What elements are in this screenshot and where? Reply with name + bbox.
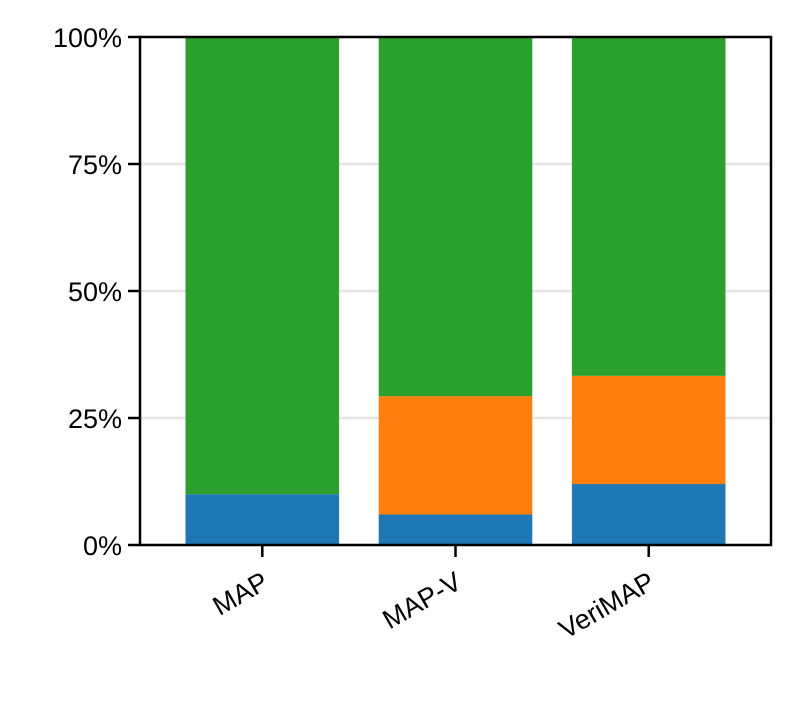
bar-segment — [571, 375, 726, 485]
bar-segment — [571, 484, 726, 545]
y-tick-label: 50% — [68, 277, 122, 307]
y-tick-label: 75% — [68, 150, 122, 180]
bar-segment — [378, 37, 533, 397]
bar-segment — [571, 37, 726, 376]
plot-frame — [138, 35, 773, 547]
y-tick-label: 0% — [83, 531, 122, 561]
y-tick-label: 25% — [68, 404, 122, 434]
y-tick-label: 100% — [53, 23, 122, 53]
bar-segment — [378, 514, 533, 545]
bar-segment — [378, 396, 533, 515]
bar-segment — [185, 37, 340, 495]
bar-segment — [185, 494, 340, 545]
x-tick-label: MAP — [208, 566, 274, 621]
x-tick-label: VeriMAP — [554, 566, 660, 645]
x-tick-label: MAP-V — [377, 566, 466, 635]
